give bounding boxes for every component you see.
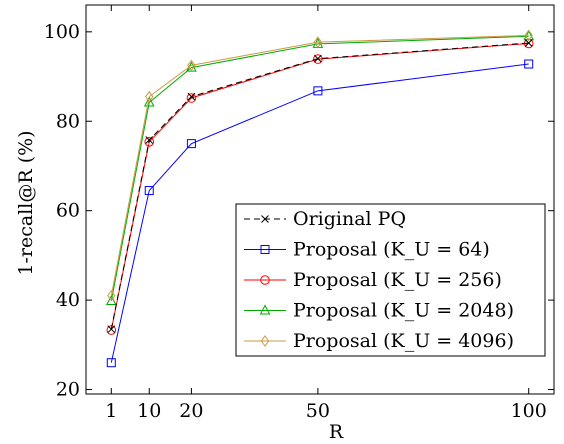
legend-marker bbox=[259, 304, 271, 315]
data-point bbox=[313, 86, 323, 96]
series-layer bbox=[105, 29, 535, 368]
data-point bbox=[107, 325, 116, 334]
legend-marker bbox=[261, 215, 269, 223]
x-axis-label: R bbox=[329, 421, 344, 443]
data-point bbox=[186, 139, 196, 149]
legend-entry: Original PQ bbox=[244, 208, 406, 230]
y-axis-label: 1-recall@R (%) bbox=[15, 130, 37, 275]
data-point bbox=[186, 93, 197, 103]
legend-entry: Proposal (K_U = 4096) bbox=[244, 330, 514, 352]
data-point bbox=[524, 59, 534, 69]
legend-entry: Proposal (K_U = 64) bbox=[244, 239, 490, 261]
series-1 bbox=[106, 59, 534, 368]
y-tick-label: 80 bbox=[56, 110, 80, 132]
data-point bbox=[106, 358, 116, 368]
legend-marker bbox=[260, 335, 270, 347]
data-point bbox=[107, 289, 116, 302]
data-point bbox=[105, 294, 117, 305]
x-tick-label: 1 bbox=[105, 400, 117, 422]
legend-box bbox=[235, 203, 546, 357]
y-tick-label: 100 bbox=[44, 21, 80, 43]
data-point bbox=[314, 54, 322, 63]
legend-entry: Proposal (K_U = 2048) bbox=[244, 300, 514, 322]
data-point bbox=[313, 36, 323, 48]
axis-ticks: 1 10 20 50 100 20 40 60 80 100 bbox=[44, 5, 554, 422]
y-tick-label: 60 bbox=[56, 200, 80, 222]
series-line bbox=[110, 35, 529, 302]
legend-label: Proposal (K_U = 4096) bbox=[293, 330, 514, 352]
legend-label: Proposal (K_U = 256) bbox=[293, 269, 502, 291]
legend-marker bbox=[260, 275, 270, 285]
x-tick-label: 10 bbox=[137, 400, 161, 422]
legend-label: Proposal (K_U = 2048) bbox=[293, 300, 514, 322]
plot-area-frame bbox=[85, 4, 555, 395]
series-line bbox=[110, 34, 529, 296]
data-point bbox=[187, 92, 196, 101]
x-tick-label: 20 bbox=[179, 400, 203, 422]
data-point bbox=[524, 29, 533, 42]
legend: Original PQ Proposal (K_U = 64) Proposal (… bbox=[235, 203, 546, 357]
data-point bbox=[144, 186, 154, 196]
data-point bbox=[144, 137, 155, 147]
series-line bbox=[110, 63, 529, 363]
data-point bbox=[145, 90, 154, 103]
x-tick-label: 100 bbox=[511, 400, 547, 422]
data-point bbox=[313, 54, 323, 64]
data-point bbox=[143, 96, 155, 107]
series-0 bbox=[107, 39, 533, 334]
legend-label: Original PQ bbox=[293, 208, 406, 230]
legend-marker bbox=[260, 245, 270, 254]
x-tick-label: 50 bbox=[306, 400, 330, 422]
series-4 bbox=[107, 29, 533, 302]
legend-entry: Proposal (K_U = 256) bbox=[244, 269, 502, 291]
data-point bbox=[524, 39, 533, 47]
legend-label: Proposal (K_U = 64) bbox=[293, 239, 490, 261]
data-point bbox=[106, 325, 117, 335]
data-point bbox=[187, 59, 196, 72]
y-tick-label: 20 bbox=[56, 379, 80, 401]
y-tick-label: 40 bbox=[56, 289, 80, 311]
data-point bbox=[145, 136, 154, 144]
